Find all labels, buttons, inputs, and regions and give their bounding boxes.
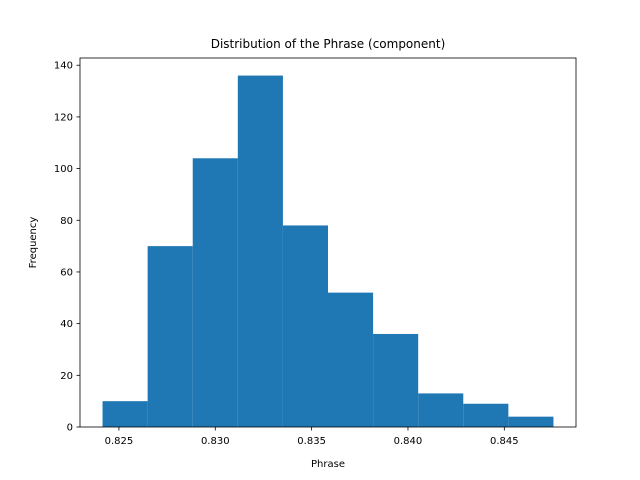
x-tick-label: 0.845 bbox=[490, 436, 519, 447]
y-ticks-group: 0 20 40 60 80 100 120 140 bbox=[54, 61, 80, 434]
histogram-bar bbox=[328, 292, 374, 427]
x-tick-label: 0.825 bbox=[105, 436, 134, 447]
x-tick-label: 0.835 bbox=[297, 436, 326, 447]
x-tick-label: 0.840 bbox=[394, 436, 423, 447]
histogram-bar bbox=[463, 403, 509, 427]
y-tick-label: 100 bbox=[54, 164, 73, 175]
y-tick-label: 0 bbox=[67, 423, 73, 434]
histogram-bar bbox=[508, 416, 554, 427]
y-tick-label: 20 bbox=[60, 371, 73, 382]
histogram-bar bbox=[373, 333, 419, 427]
x-ticks-group: 0.825 0.830 0.835 0.840 0.845 bbox=[105, 427, 519, 447]
histogram-bar bbox=[282, 225, 328, 427]
histogram-bar bbox=[418, 393, 464, 427]
y-tick-label: 120 bbox=[54, 112, 73, 123]
histogram-bar bbox=[237, 75, 283, 428]
bars-group bbox=[102, 75, 554, 428]
histogram-bar bbox=[147, 246, 193, 427]
y-tick-label: 80 bbox=[60, 216, 73, 227]
histogram-bar bbox=[192, 158, 238, 427]
x-axis-label: Phrase bbox=[311, 459, 345, 470]
histogram-bar bbox=[102, 401, 148, 427]
y-axis-label: Frequency bbox=[28, 217, 39, 269]
plot-frame bbox=[79, 57, 577, 428]
y-tick-label: 60 bbox=[60, 267, 73, 278]
x-tick-label: 0.830 bbox=[201, 436, 230, 447]
y-tick-label: 140 bbox=[54, 61, 73, 72]
chart-title: Distribution of the Phrase (component) bbox=[211, 37, 446, 51]
y-tick-label: 40 bbox=[60, 319, 73, 330]
